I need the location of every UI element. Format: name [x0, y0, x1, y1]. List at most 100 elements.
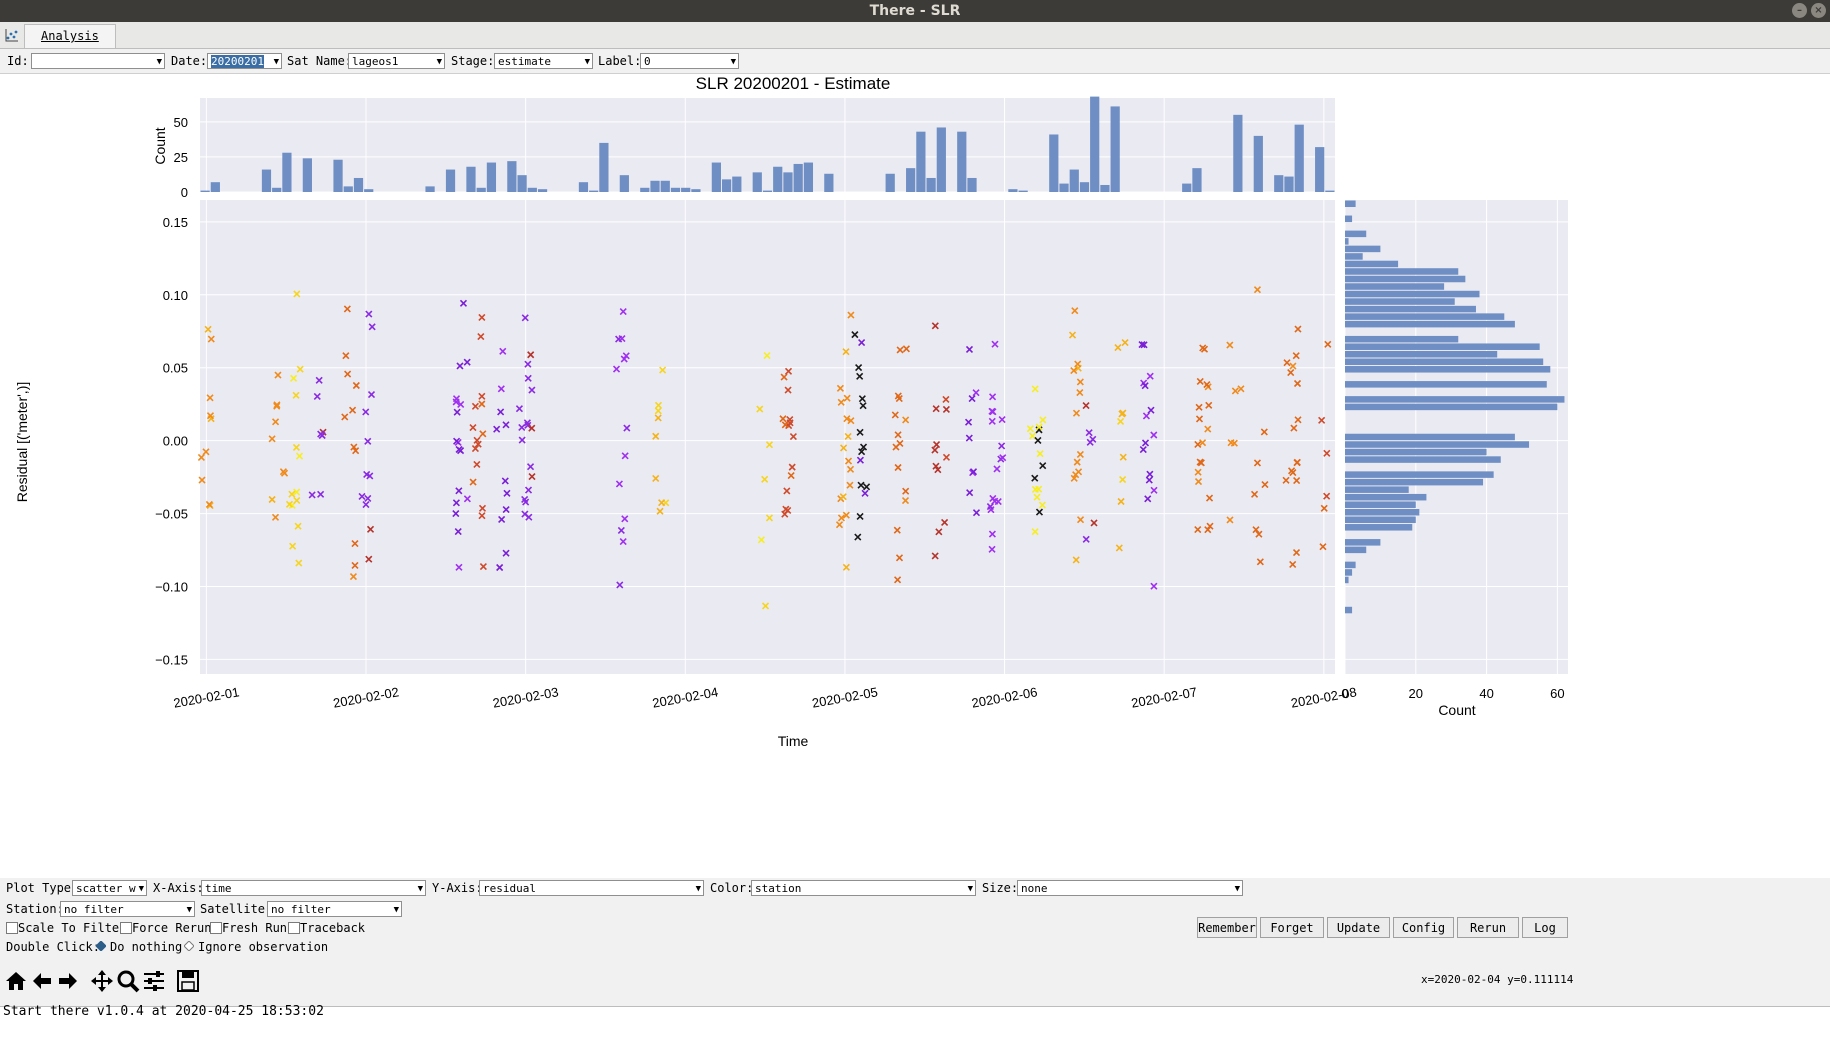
top-hist-background [200, 98, 1335, 192]
data-point [761, 475, 769, 483]
radio-do-nothing-label: Do nothing [110, 940, 183, 954]
top-hist-bar [1079, 182, 1090, 192]
plot-canvas[interactable]: SLR 20200201 - Estimate 0 25 50 0.15 0.10 0.… [0, 74, 1830, 878]
right-hist-bar [1345, 253, 1363, 260]
traceback-checkbox[interactable] [288, 922, 300, 934]
fresh-run-checkbox[interactable] [210, 922, 222, 934]
data-point [847, 417, 855, 425]
sat-name-select[interactable]: lageos1 ▼ [348, 53, 445, 69]
y-axis-select[interactable]: residual ▼ [479, 880, 704, 896]
top-hist-bar [343, 186, 353, 192]
data-point [502, 421, 510, 429]
radio-ignore-observation-label: Ignore observation [198, 940, 329, 954]
minimize-icon[interactable]: – [1792, 3, 1807, 18]
rerun-button[interactable]: Rerun [1457, 917, 1519, 938]
station-filter-label: Station: [6, 902, 64, 916]
right-hist-bar [1345, 403, 1558, 411]
color-select[interactable]: station ▼ [751, 880, 976, 896]
data-point [1074, 468, 1083, 476]
id-select[interactable]: ▼ [31, 53, 165, 69]
y-tick-label: 0.15 [163, 215, 188, 230]
back-arrow-icon[interactable] [29, 968, 55, 994]
log-button[interactable]: Log [1522, 917, 1568, 938]
top-hist-tick-label: 0 [181, 185, 188, 200]
data-point [1076, 516, 1085, 524]
right-hist-bar [1345, 546, 1367, 554]
right-hist-x-label: Count [1438, 702, 1475, 718]
data-point [965, 345, 974, 353]
scale-to-filter-checkbox[interactable] [6, 922, 18, 934]
data-point [1031, 385, 1039, 393]
top-hist-bar [200, 190, 210, 192]
size-select[interactable]: none ▼ [1017, 880, 1243, 896]
date-select[interactable]: 20200201 ▼ [207, 53, 282, 69]
data-point [784, 386, 792, 394]
data-point [1147, 406, 1155, 414]
station-filter-select[interactable]: no filter ▼ [60, 901, 195, 917]
plot-type-select[interactable]: scatter w ▼ [72, 880, 147, 896]
scatter-app-icon [5, 28, 19, 42]
right-hist-bar [1345, 501, 1416, 508]
right-hist-bar [1345, 343, 1540, 350]
tab-analysis[interactable]: Analysis [24, 24, 116, 48]
data-point [528, 386, 536, 394]
data-point [1145, 476, 1153, 484]
right-hist-bar [1345, 478, 1484, 486]
data-point [1117, 497, 1125, 506]
forward-arrow-icon[interactable] [55, 968, 81, 994]
satellite-filter-select[interactable]: no filter ▼ [267, 901, 402, 917]
data-point [315, 376, 323, 384]
top-hist-bar [803, 162, 814, 192]
data-point [479, 430, 487, 438]
data-point [659, 366, 667, 374]
forget-button[interactable]: Forget [1260, 917, 1324, 938]
data-point [784, 367, 793, 375]
data-point [292, 443, 301, 451]
data-point [931, 552, 939, 560]
data-point [524, 421, 532, 429]
save-icon[interactable] [175, 968, 201, 994]
top-hist-bar [527, 187, 537, 192]
top-hist-bar [1008, 189, 1018, 192]
data-point [842, 511, 850, 519]
config-button[interactable]: Config [1393, 917, 1454, 938]
remember-button[interactable]: Remember [1197, 917, 1257, 938]
radio-do-nothing-icon[interactable] [96, 941, 106, 951]
right-hist-bar [1345, 576, 1349, 584]
data-point [1196, 377, 1204, 386]
force-rerun-checkbox[interactable] [120, 922, 132, 934]
data-point [292, 391, 300, 399]
close-icon[interactable]: × [1811, 3, 1826, 18]
data-point [524, 360, 532, 368]
cursor-coordinates: x=2020-02-04 y=0.111114 [1421, 973, 1574, 986]
data-point [1150, 486, 1158, 494]
data-point [837, 398, 845, 406]
configure-subplots-icon[interactable] [141, 968, 167, 994]
data-point [855, 364, 863, 372]
home-icon[interactable] [3, 968, 29, 994]
radio-ignore-observation-icon[interactable] [184, 941, 194, 951]
x-tick-label: 2020-02-04 [651, 684, 719, 710]
x-tick-label: 2020-02-02 [332, 684, 400, 710]
data-point [293, 290, 301, 298]
data-point [271, 513, 280, 521]
data-point [1031, 485, 1039, 494]
data-point [857, 481, 865, 489]
data-point [1204, 425, 1212, 433]
label-select[interactable]: 0 ▼ [640, 53, 739, 69]
right-hist-bar [1345, 313, 1505, 320]
right-hist-tick-label: 40 [1479, 686, 1493, 701]
zoom-icon[interactable] [115, 968, 141, 994]
data-point [498, 515, 506, 524]
pan-icon[interactable] [89, 968, 115, 994]
update-button[interactable]: Update [1327, 917, 1390, 938]
right-hist-bar [1345, 305, 1476, 313]
data-point [1082, 535, 1090, 543]
right-histogram: 0 20 40 60 [1341, 200, 1568, 701]
x-axis-select[interactable]: time ▼ [201, 880, 426, 896]
data-point [1072, 409, 1081, 417]
stage-select[interactable]: estimate ▼ [494, 53, 593, 69]
data-point [856, 456, 864, 464]
data-point [503, 489, 511, 497]
